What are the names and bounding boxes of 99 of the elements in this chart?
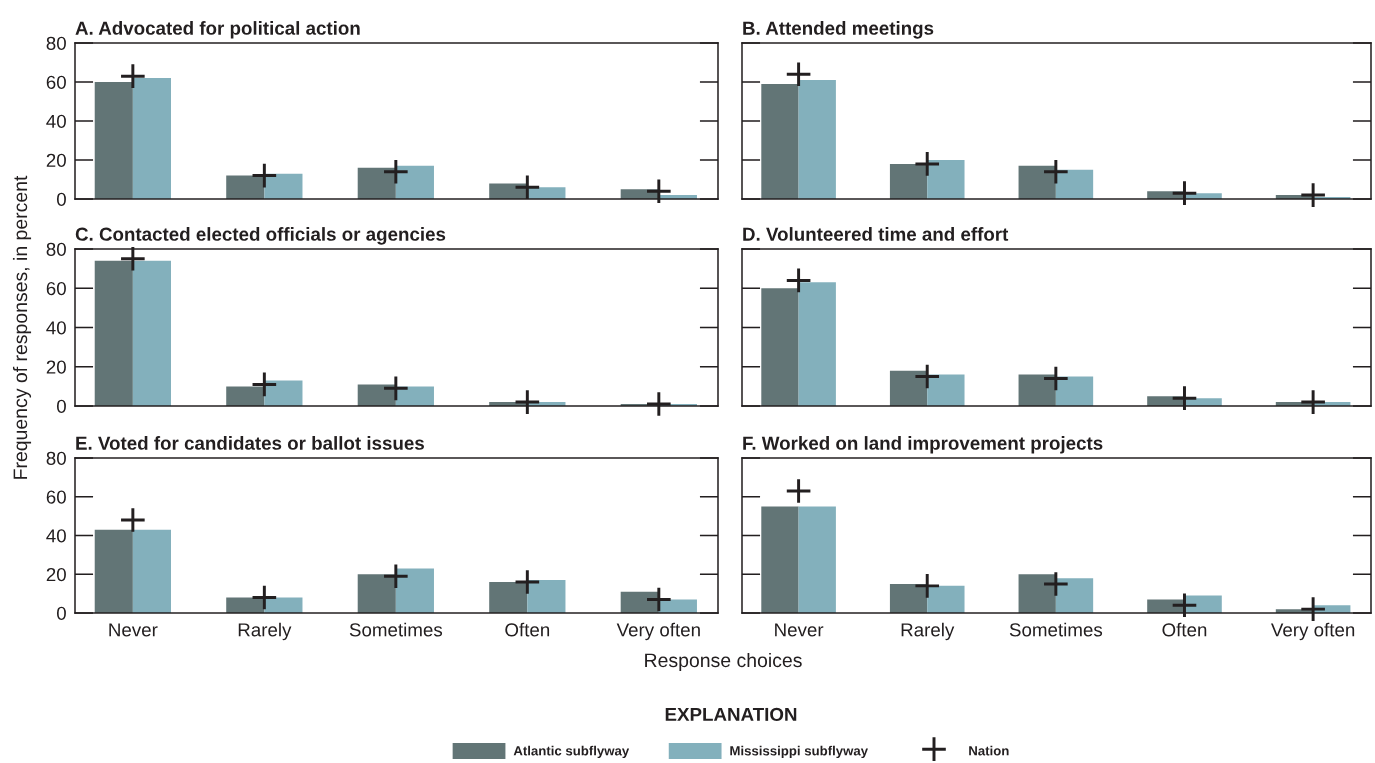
bar	[798, 282, 836, 406]
point	[786, 62, 811, 87]
point	[1172, 593, 1197, 618]
point	[915, 574, 940, 598]
point	[515, 390, 540, 414]
point	[1301, 183, 1325, 207]
point	[1044, 572, 1068, 596]
bar	[889, 370, 928, 406]
bar	[94, 260, 133, 406]
y-tick-label: 0	[56, 192, 66, 206]
y-tick-label: 20	[46, 360, 66, 374]
y-tick-label: 80	[46, 451, 66, 465]
x-tick-label: Often	[1162, 622, 1207, 637]
y-tick-label: 60	[46, 281, 66, 296]
chart-title: D. Volunteered time and effort	[743, 227, 1009, 241]
legend-label: Atlantic subflyway	[513, 745, 630, 759]
bar	[761, 506, 799, 613]
bar	[927, 374, 965, 406]
bar	[264, 380, 303, 406]
point	[515, 175, 540, 200]
point	[1301, 390, 1325, 414]
point	[647, 392, 671, 416]
bar	[226, 386, 265, 406]
y-tick-label: 20	[46, 153, 66, 167]
bar	[357, 574, 396, 613]
point	[786, 268, 811, 293]
x-tick-label: Rarely	[901, 622, 955, 641]
bar	[1055, 376, 1094, 406]
point	[384, 376, 408, 401]
bar	[927, 585, 965, 613]
bar	[889, 583, 928, 613]
legend-title: EXPLANATION	[665, 707, 797, 722]
x-tick-label: Very often	[616, 622, 700, 641]
bar	[1055, 169, 1094, 199]
point	[915, 364, 940, 389]
y-tick-label: 40	[46, 529, 66, 543]
chart-title: C. Contacted elected officials or agencies	[75, 227, 446, 245]
bar	[1018, 165, 1056, 199]
chart-title: A. Advocated for political action	[75, 21, 360, 39]
point	[252, 163, 277, 188]
x-tick-label: Never	[775, 623, 824, 637]
bar	[132, 78, 171, 199]
x-tick-label: Rarely	[238, 622, 292, 641]
bar	[1018, 574, 1056, 613]
y-tick-label: 20	[46, 567, 66, 582]
y-tick-label: 40	[46, 114, 66, 128]
y-tick-label: 80	[46, 36, 66, 50]
bar	[395, 165, 434, 199]
x-tick-label: Never	[109, 623, 158, 637]
x-tick-label: Very often	[1270, 622, 1355, 641]
chart-title: B. Attended meetings	[743, 21, 934, 39]
y-tick-label: 60	[46, 490, 66, 504]
chart-title: E. Voted for candidates or ballot issues	[76, 436, 424, 450]
x-axis-title: Response choices	[645, 652, 802, 672]
bar	[889, 163, 928, 199]
bar	[94, 529, 133, 613]
bar	[927, 160, 965, 199]
point	[384, 159, 408, 184]
point	[121, 64, 145, 88]
x-tick-label: Often	[505, 622, 550, 637]
bar	[489, 582, 528, 613]
bar	[798, 80, 836, 199]
bar	[132, 260, 171, 406]
bar	[94, 82, 133, 199]
point	[384, 564, 408, 588]
bar	[395, 386, 434, 406]
x-tick-label: Sometimes	[349, 622, 443, 637]
point	[1172, 386, 1197, 410]
bar	[1018, 374, 1056, 406]
bar	[395, 568, 434, 613]
legend-label: Nation	[969, 745, 1009, 756]
y-tick-label: 60	[46, 75, 66, 89]
point	[915, 152, 940, 176]
y-tick-label: 0	[56, 606, 66, 620]
bar	[527, 580, 566, 613]
y-tick-label: 80	[46, 242, 66, 256]
y-tick-label: 40	[46, 321, 66, 335]
point	[1301, 597, 1325, 621]
legend-label: Mississippi subflyway	[730, 745, 868, 759]
bar	[357, 167, 396, 199]
bar	[761, 83, 799, 199]
point	[121, 247, 145, 271]
y-axis-title: Frequency of responses, in percent	[12, 175, 32, 479]
point	[1044, 159, 1068, 184]
y-tick-label: 0	[56, 399, 66, 413]
point	[647, 587, 671, 612]
x-tick-label: Sometimes	[1009, 622, 1103, 637]
point	[786, 479, 811, 503]
bar	[132, 529, 171, 613]
point	[252, 585, 277, 610]
bar	[798, 506, 836, 613]
point	[1044, 366, 1068, 391]
bar	[761, 288, 799, 406]
point	[1172, 181, 1197, 205]
point	[252, 372, 277, 397]
point	[647, 179, 671, 204]
bar	[226, 175, 265, 199]
chart-title: F. Worked on land improvement projects	[743, 436, 1103, 454]
bar	[1055, 578, 1094, 613]
